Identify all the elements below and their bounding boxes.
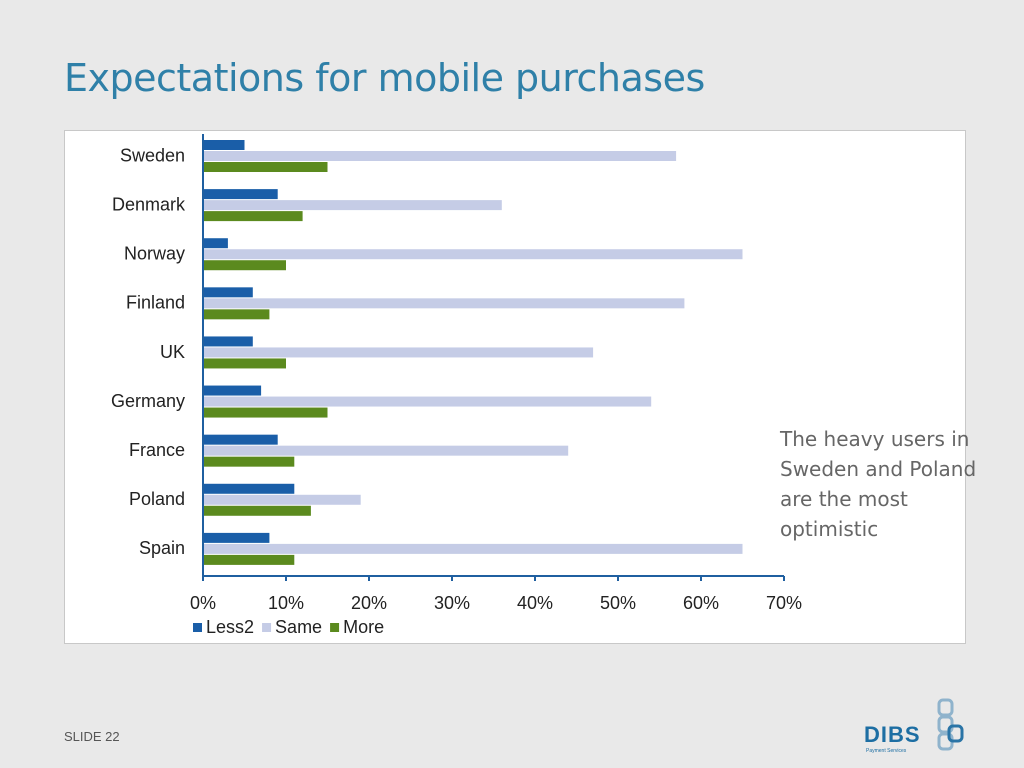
x-tick-label-5: 50% xyxy=(600,593,636,613)
bar-more-uk xyxy=(203,358,286,369)
bar-more-poland xyxy=(203,505,311,516)
category-label-poland: Poland xyxy=(129,489,185,509)
category-label-germany: Germany xyxy=(111,391,185,411)
bar-same-sweden xyxy=(203,151,677,161)
bar-less2-uk xyxy=(203,336,253,347)
x-tick-label-7: 70% xyxy=(766,593,802,613)
bar-less2-denmark xyxy=(203,189,278,200)
chain-link-icon xyxy=(937,698,964,751)
x-tick-label-2: 20% xyxy=(351,593,387,613)
bar-same-france xyxy=(203,445,569,456)
category-label-denmark: Denmark xyxy=(112,194,186,214)
bar-same-denmark xyxy=(203,200,502,211)
bar-less2-poland xyxy=(203,483,295,494)
chart-panel: Sweden Denmark Norway Finland UK Germany Franc… xyxy=(64,130,966,644)
x-tick-label-6: 60% xyxy=(683,593,719,613)
bar-less2-spain xyxy=(203,532,270,543)
x-tick-label-1: 10% xyxy=(268,593,304,613)
slide-number: SLIDE 22 xyxy=(64,729,120,744)
logo-tagline: Payment Services xyxy=(866,748,907,754)
bar-same-poland xyxy=(203,494,361,505)
bar-chart: Sweden Denmark Norway Finland UK Germany Franc… xyxy=(111,134,802,637)
bar-less2-france xyxy=(203,434,278,445)
x-tick-label-3: 30% xyxy=(434,593,470,613)
bar-more-sweden xyxy=(203,162,328,172)
bar-same-norway xyxy=(203,249,743,260)
legend-swatch-more xyxy=(330,623,340,632)
x-tick-label-4: 40% xyxy=(517,593,553,613)
category-label-uk: UK xyxy=(160,342,185,362)
bar-more-germany xyxy=(203,407,328,418)
bar-same-finland xyxy=(203,298,685,309)
bar-more-spain xyxy=(203,554,295,565)
bar-more-finland xyxy=(203,309,270,320)
legend-label-less2: Less2 xyxy=(206,617,254,637)
category-label-spain: Spain xyxy=(139,538,185,558)
bar-more-norway xyxy=(203,260,286,271)
dibs-logo: DIBS Payment Services xyxy=(864,698,964,754)
bar-less2-sweden xyxy=(203,140,245,150)
category-label-norway: Norway xyxy=(124,244,185,264)
bar-same-germany xyxy=(203,396,652,407)
category-label-france: France xyxy=(129,440,185,460)
logo-wordmark: DIBS xyxy=(864,722,921,747)
slide-title: Expectations for mobile purchases xyxy=(64,56,705,100)
category-label-sweden: Sweden xyxy=(120,145,185,165)
bar-less2-finland xyxy=(203,287,253,298)
legend-label-more: More xyxy=(343,617,384,637)
bar-less2-norway xyxy=(203,238,228,249)
bar-same-spain xyxy=(203,543,743,554)
legend-swatch-same xyxy=(262,623,272,632)
x-tick-label-0: 0% xyxy=(190,593,216,613)
bar-same-uk xyxy=(203,347,594,358)
bar-more-denmark xyxy=(203,211,303,222)
category-label-finland: Finland xyxy=(126,293,185,313)
legend-swatch-less2 xyxy=(193,623,202,632)
legend-label-same: Same xyxy=(275,617,322,637)
chart-annotation: The heavy users in Sweden and Poland are… xyxy=(780,427,977,541)
bar-less2-germany xyxy=(203,385,262,396)
bar-more-france xyxy=(203,456,295,467)
